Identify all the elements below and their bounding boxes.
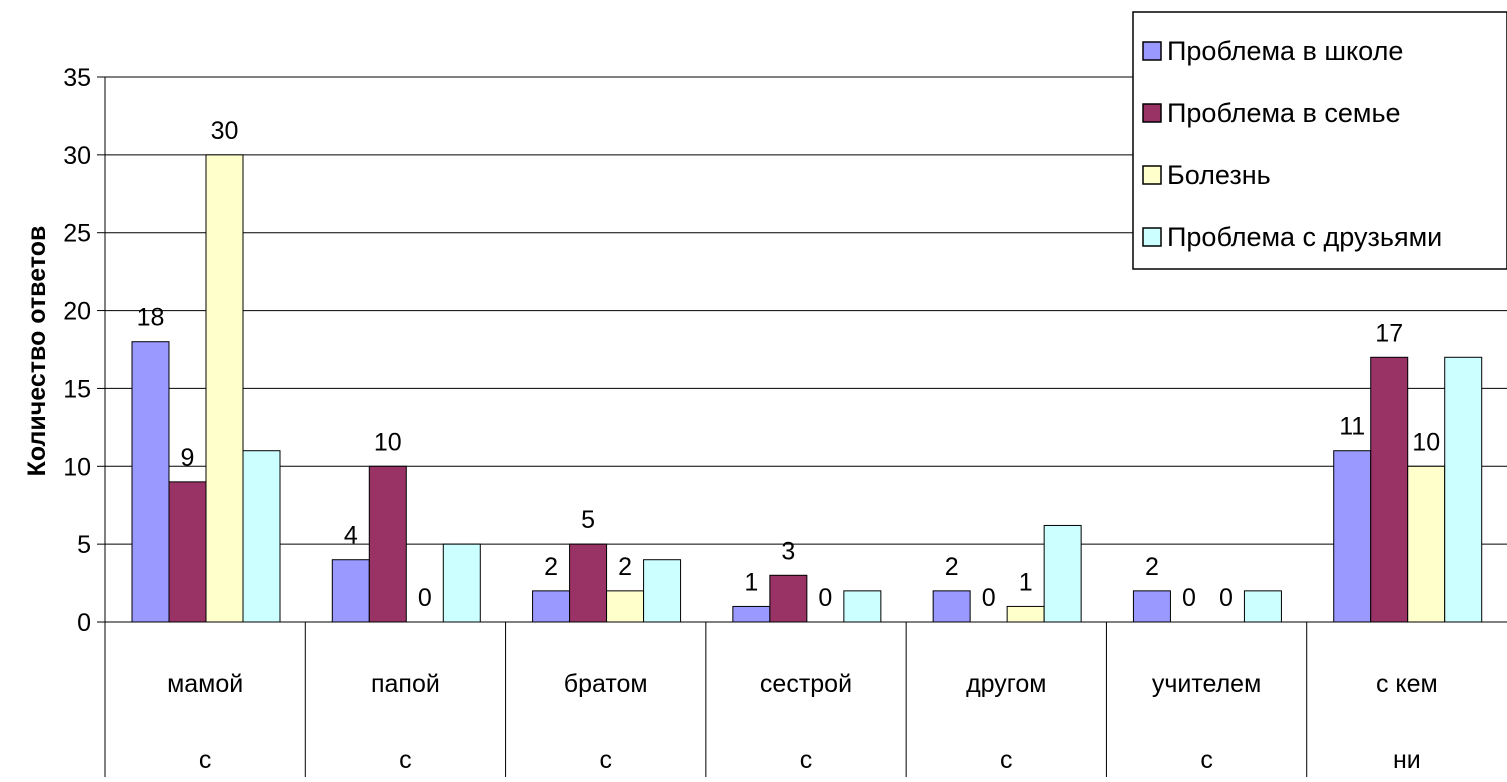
x-category-label-line2: с: [199, 746, 212, 774]
bars: [131, 154, 1483, 623]
bar: [368, 465, 407, 623]
legend-entry-label: Болезнь: [1167, 160, 1271, 190]
bar: [1243, 590, 1282, 623]
data-label: 0: [418, 584, 432, 612]
bar: [843, 590, 882, 623]
bar: [532, 590, 571, 623]
legend-swatch: [1142, 103, 1162, 123]
bar: [606, 590, 645, 623]
data-label: 3: [781, 537, 795, 565]
legend-entry-label: Проблема в школе: [1167, 36, 1403, 66]
y-tick-label: 15: [63, 375, 91, 403]
data-label: 30: [211, 117, 239, 145]
bar: [1006, 605, 1045, 623]
legend-entry-label: Проблема в семье: [1167, 98, 1401, 128]
bar: [331, 559, 370, 623]
bar: [1132, 590, 1171, 623]
bar: [1370, 356, 1409, 623]
bar: [932, 590, 971, 623]
y-tick-label: 20: [63, 298, 91, 326]
bar: [1043, 524, 1082, 623]
bar: [643, 559, 682, 623]
y-axis-title: Количество ответов: [23, 226, 51, 477]
data-label: 10: [1412, 428, 1440, 456]
x-category-label: с кем: [1376, 670, 1438, 698]
data-label: 10: [374, 428, 402, 456]
bar: [732, 605, 771, 623]
data-label: 2: [1145, 553, 1159, 581]
bar: [1407, 465, 1446, 623]
bar: [1333, 450, 1372, 623]
axes: 05101520253035мамойспапойсбратомссестрой…: [63, 64, 1507, 777]
legend-swatch: [1142, 41, 1162, 61]
data-label: 2: [618, 553, 632, 581]
bar: [1444, 356, 1483, 623]
x-category-label: братом: [564, 670, 648, 698]
x-category-label-line2: с: [1000, 746, 1013, 774]
data-label: 1: [744, 568, 758, 596]
data-label: 18: [137, 304, 165, 332]
data-label: 17: [1375, 319, 1403, 347]
data-label: 4: [344, 522, 358, 550]
x-category-label: другом: [966, 670, 1046, 698]
data-label: 0: [982, 584, 996, 612]
y-tick-label: 10: [63, 453, 91, 481]
legend-entry-label: Проблема с друзьями: [1167, 222, 1442, 252]
bar: [242, 450, 281, 623]
x-category-label-line2: с: [800, 746, 813, 774]
bar: [569, 543, 608, 623]
data-label: 0: [1219, 584, 1233, 612]
gridlines: [105, 76, 1507, 545]
y-tick-label: 5: [77, 531, 91, 559]
legend: Проблема в школе Проблема в семье Болезнь П…: [1132, 11, 1507, 270]
x-category-label-line2: с: [599, 746, 612, 774]
y-tick-label: 25: [63, 220, 91, 248]
bar: [168, 481, 207, 623]
data-label: 1: [1019, 568, 1033, 596]
y-tick-label: 30: [63, 142, 91, 170]
legend-swatch: [1142, 165, 1162, 185]
data-label: 5: [581, 506, 595, 534]
x-category-label-line2: с: [1200, 746, 1213, 774]
x-category-label-line2: с: [399, 746, 412, 774]
x-category-label: папой: [371, 670, 440, 698]
legend-swatch: [1142, 227, 1162, 247]
x-category-label: учителем: [1152, 670, 1261, 698]
bar: [131, 341, 170, 623]
data-label: 0: [1182, 584, 1196, 612]
y-tick-label: 35: [63, 64, 91, 92]
legend-box: [1132, 11, 1507, 270]
x-category-label-line2: ни: [1393, 746, 1421, 774]
data-label: 0: [818, 584, 832, 612]
bar: [769, 574, 808, 623]
x-category-label: сестрой: [760, 670, 852, 698]
data-label: 11: [1339, 413, 1365, 441]
y-tick-label: 0: [77, 609, 91, 637]
bar: [442, 543, 481, 623]
data-label: 9: [181, 444, 195, 472]
bar: [205, 154, 244, 623]
data-label: 2: [544, 553, 558, 581]
data-label: 2: [945, 553, 959, 581]
x-category-label: мамой: [167, 670, 243, 698]
